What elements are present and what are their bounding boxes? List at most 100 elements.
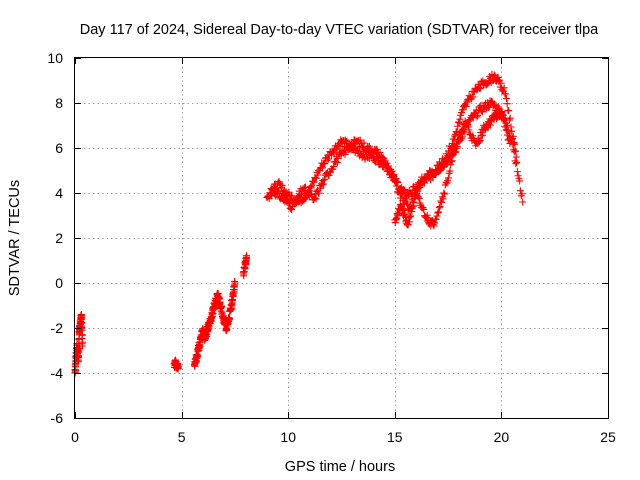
data-point — [511, 140, 519, 148]
data-point — [516, 187, 524, 195]
data-point — [391, 176, 399, 184]
data-point — [508, 127, 516, 135]
y-tick-label: -4 — [51, 365, 64, 381]
data-point — [280, 186, 288, 194]
y-tick-label: -6 — [51, 410, 64, 426]
data-point — [275, 187, 283, 195]
data-point — [436, 203, 444, 211]
data-point — [473, 113, 481, 121]
data-point — [78, 342, 86, 350]
data-point — [390, 173, 398, 181]
data-point — [376, 148, 384, 156]
data-point — [494, 73, 502, 81]
data-point — [519, 198, 527, 206]
data-point — [317, 184, 325, 192]
data-point — [308, 182, 316, 190]
data-point — [476, 136, 484, 144]
series-points — [71, 311, 86, 377]
data-point — [296, 191, 304, 199]
data-point — [462, 102, 470, 110]
data-point — [311, 194, 319, 202]
x-tick-label: 10 — [280, 429, 296, 445]
data-point — [334, 154, 342, 162]
data-point — [310, 178, 318, 186]
data-point — [432, 215, 440, 223]
data-point — [444, 152, 452, 160]
data-point — [429, 221, 437, 228]
data-point — [410, 202, 418, 210]
data-point — [464, 123, 472, 131]
data-point — [516, 177, 524, 185]
data-point — [512, 160, 520, 168]
y-tick-label: -2 — [51, 320, 64, 336]
data-point — [447, 161, 455, 169]
data-point — [405, 218, 413, 226]
data-point — [218, 302, 226, 310]
data-point — [312, 195, 320, 203]
data-point — [325, 171, 333, 179]
data-point — [332, 158, 340, 166]
data-point — [454, 137, 462, 145]
data-point — [439, 195, 447, 203]
data-point — [272, 192, 280, 200]
data-point — [392, 178, 400, 186]
x-tick-labels: 0 5 10 15 20 25 — [71, 429, 616, 445]
data-point — [329, 148, 337, 156]
data-point — [510, 139, 518, 147]
data-point — [435, 165, 443, 173]
data-point — [320, 180, 328, 188]
data-point — [414, 193, 422, 201]
data-point — [512, 153, 520, 161]
series-points — [267, 70, 520, 214]
data-point — [403, 200, 411, 208]
data-point — [454, 122, 462, 130]
data-point — [441, 190, 449, 198]
data-point — [320, 176, 328, 183]
data-point — [439, 160, 447, 168]
data-point — [446, 167, 454, 175]
y-tick-label: 6 — [55, 140, 63, 156]
data-point — [269, 185, 277, 193]
data-points — [71, 70, 527, 377]
data-point — [318, 181, 326, 189]
data-point — [502, 95, 510, 103]
data-point — [288, 206, 296, 214]
data-point — [499, 111, 507, 119]
data-point — [477, 84, 485, 92]
data-point — [403, 199, 411, 207]
data-point — [459, 106, 467, 114]
data-point — [456, 115, 464, 123]
data-point — [465, 126, 473, 134]
x-tick-label: 0 — [71, 429, 79, 445]
data-point — [408, 208, 416, 216]
data-point — [469, 93, 477, 101]
y-tick-label: 0 — [55, 275, 63, 291]
chart-title: Day 117 of 2024, Sidereal Day-to-day VTE… — [80, 22, 599, 38]
data-point — [469, 114, 477, 122]
data-point — [430, 222, 438, 230]
data-point — [386, 166, 394, 174]
data-point — [318, 164, 326, 172]
data-point — [78, 331, 86, 339]
data-point — [223, 326, 231, 334]
data-point — [400, 185, 408, 193]
data-point — [505, 135, 513, 143]
data-point — [474, 111, 482, 119]
data-point — [506, 140, 514, 147]
data-point — [407, 212, 415, 220]
axis-ticks — [75, 58, 609, 419]
data-point — [243, 252, 251, 260]
series-points — [170, 356, 182, 373]
data-point — [505, 107, 513, 115]
data-point — [466, 130, 474, 138]
data-point — [435, 204, 443, 212]
data-point — [518, 190, 526, 198]
data-point — [330, 162, 338, 170]
data-point — [454, 118, 462, 126]
data-point — [462, 119, 470, 127]
data-point — [342, 146, 350, 154]
y-axis-label: SDTVAR / TECUs — [7, 180, 23, 296]
data-point — [477, 132, 485, 140]
data-point — [425, 174, 433, 182]
